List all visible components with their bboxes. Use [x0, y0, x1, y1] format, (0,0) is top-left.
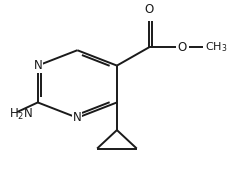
Text: N: N: [33, 59, 42, 72]
Text: H$_2$N: H$_2$N: [9, 107, 33, 122]
Text: O: O: [177, 41, 186, 54]
Text: N: N: [73, 111, 82, 124]
Text: CH$_3$: CH$_3$: [205, 40, 227, 54]
Text: O: O: [145, 3, 154, 16]
